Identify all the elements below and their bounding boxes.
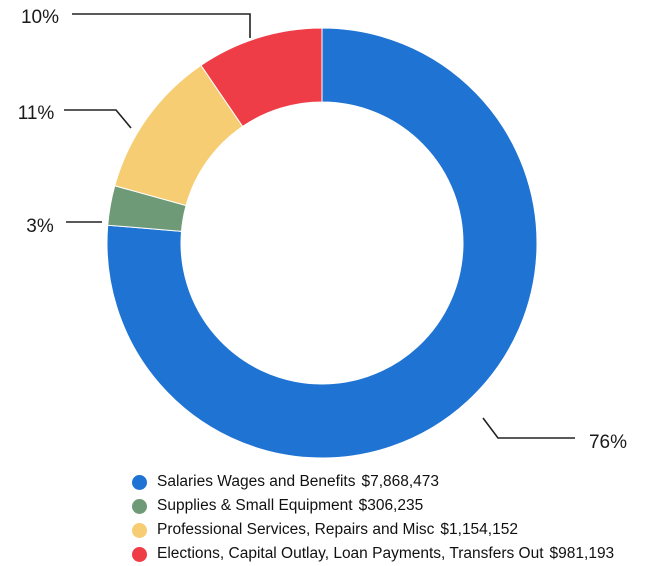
legend-amount-elections: $981,193	[549, 545, 615, 562]
leader-line-elections	[72, 13, 251, 38]
percent-label-elections: 10%	[21, 7, 59, 28]
legend-item-elections: Elections, Capital Outlay, Loan Payments…	[132, 542, 662, 566]
legend-swatch-professional-services	[132, 522, 147, 538]
legend-item-professional-services: Professional Services, Repairs and Misc …	[132, 518, 662, 542]
leader-line-professional-services	[64, 109, 132, 129]
legend-amount-salaries: $7,868,473	[361, 473, 440, 490]
legend-amount-professional-services: $1,154,152	[440, 521, 518, 538]
percent-label-salaries: 76%	[589, 432, 627, 453]
legend-label-elections: Elections, Capital Outlay, Loan Payments…	[157, 545, 544, 562]
legend-item-salaries: Salaries Wages and Benefits $7,868,473	[132, 470, 662, 494]
legend-label-salaries: Salaries Wages and Benefits	[157, 473, 356, 490]
legend: Salaries Wages and Benefits $7,868,473 S…	[132, 470, 662, 566]
legend-swatch-elections	[132, 546, 147, 562]
legend-item-supplies: Supplies & Small Equipment $306,235	[132, 494, 662, 518]
percent-label-professional-services: 11%	[18, 103, 55, 124]
legend-swatch-salaries	[132, 474, 147, 490]
legend-label-professional-services: Professional Services, Repairs and Misc	[157, 521, 435, 538]
legend-swatch-supplies	[132, 498, 147, 514]
leader-line-salaries	[482, 417, 575, 439]
slice-elections	[200, 27, 323, 128]
legend-amount-supplies: $306,235	[358, 497, 424, 514]
slice-salaries	[106, 27, 538, 459]
percent-label-supplies: 3%	[26, 216, 54, 237]
legend-label-supplies: Supplies & Small Equipment	[157, 497, 353, 514]
